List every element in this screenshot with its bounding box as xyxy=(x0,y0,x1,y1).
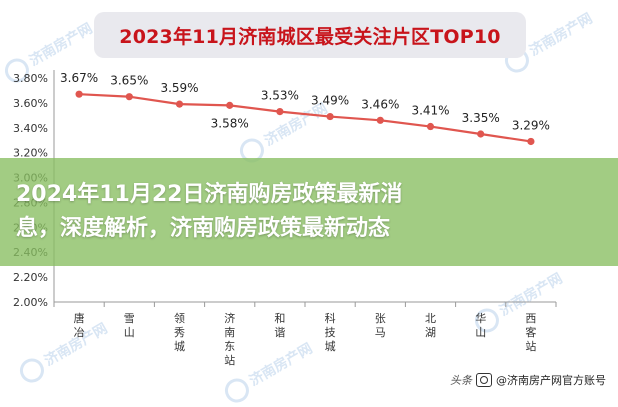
y-tick-label: 3.80% xyxy=(13,72,48,85)
data-point xyxy=(276,108,284,116)
data-point xyxy=(175,100,184,108)
x-tick-label: 唐冶 xyxy=(74,311,85,339)
x-tick-label: 济南东站 xyxy=(224,311,235,367)
data-point xyxy=(75,90,83,98)
data-label: 3.29% xyxy=(512,118,550,132)
x-tick-labels: 唐冶 雪山 领秀城 济南东站 和谐 科技城 张马 北湖 华山 西客站 xyxy=(74,311,537,367)
x-tick-label: 领秀城 xyxy=(174,312,185,353)
x-tick-label: 科技城 xyxy=(325,311,336,353)
headline-line-2: 息，深度解析，济南购房政策最新动态 xyxy=(16,216,391,241)
x-tick-label: 张马 xyxy=(375,312,386,339)
headline-banner: 2024年11月22日济南购房政策最新消 息，深度解析，济南购房政策最新动态 xyxy=(0,158,618,266)
data-label: 3.41% xyxy=(411,104,449,118)
x-tick-label: 西客站 xyxy=(525,312,536,353)
data-point xyxy=(376,116,384,124)
data-label: 3.65% xyxy=(110,74,148,88)
data-point xyxy=(326,112,334,121)
x-tick-label: 和谐 xyxy=(274,312,285,339)
data-point xyxy=(477,130,485,138)
data-labels: 3.67% 3.65% 3.59% 3.58% 3.53% 3.49% 3.46% 3.41%… xyxy=(60,71,550,132)
data-point xyxy=(527,137,535,146)
data-label: 3.35% xyxy=(462,111,500,125)
x-tick-label: 雪山 xyxy=(124,312,135,339)
data-label: 3.59% xyxy=(160,81,198,95)
data-label: 3.49% xyxy=(311,94,349,108)
x-tick-label: 北湖 xyxy=(425,312,436,339)
data-label: 3.67% xyxy=(60,71,98,85)
footer-account: @济南房产网官方账号 xyxy=(496,374,606,387)
y-tick-label: 3.40% xyxy=(13,122,48,135)
data-point xyxy=(226,101,234,109)
headline-line-1: 2024年11月22日济南购房政策最新消 xyxy=(16,182,403,207)
data-point xyxy=(125,93,133,101)
y-tick-label: 2.20% xyxy=(13,271,48,284)
camera-icon xyxy=(476,373,492,387)
data-label: 3.46% xyxy=(361,97,399,111)
y-tick-label: 3.20% xyxy=(13,147,48,160)
y-tick-label: 2.00% xyxy=(13,296,48,309)
footer-prefix: 头条 xyxy=(450,374,472,387)
data-label: 3.58% xyxy=(211,116,249,130)
chart-title: 2023年11月济南城区最受关注片区TOP10 xyxy=(94,12,526,58)
data-point xyxy=(426,122,435,131)
footer-credit: 头条 @济南房产网官方账号 xyxy=(450,372,606,388)
data-label: 3.53% xyxy=(261,89,299,103)
series-line xyxy=(79,93,532,143)
x-tick-label: 华山 xyxy=(475,311,486,339)
series-line-group xyxy=(75,90,535,146)
y-tick-label: 3.60% xyxy=(13,97,48,110)
